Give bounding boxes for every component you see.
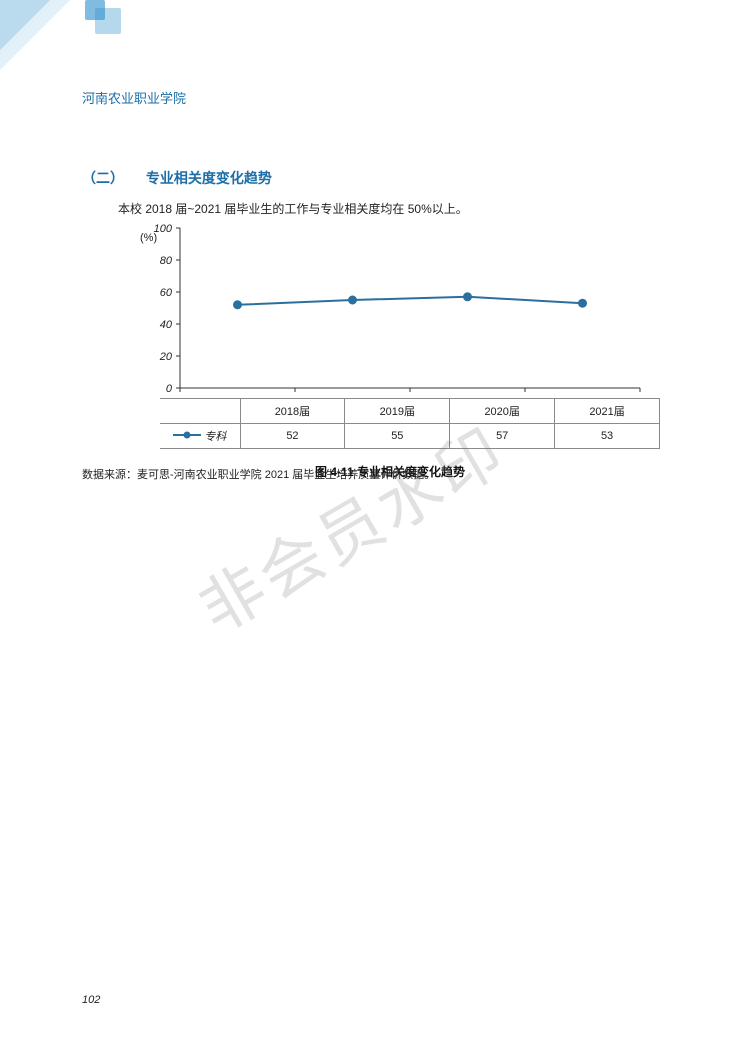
corner-decoration xyxy=(0,0,130,90)
table-data-row: 专科 52 55 57 53 xyxy=(160,424,660,449)
table-cell: 57 xyxy=(450,424,555,449)
intro-text: 本校 2018 届~2021 届毕业生的工作与专业相关度均在 50%以上。 xyxy=(118,200,468,217)
institution-name: 河南农业职业学院 xyxy=(82,88,186,107)
svg-text:60: 60 xyxy=(160,287,173,299)
table-cell: 55 xyxy=(345,424,450,449)
table-header-cell: 2019届 xyxy=(345,399,450,424)
line-chart: 020406080100 xyxy=(120,218,660,398)
legend-marker-icon xyxy=(173,430,201,440)
series-legend-cell: 专科 xyxy=(160,424,240,449)
data-source: 数据来源：麦可思-河南农业职业学院 2021 届毕业生培养质量评价数据。 xyxy=(82,466,435,482)
table-corner-cell xyxy=(160,399,240,424)
page-number: 102 xyxy=(82,994,100,1006)
section-title: 专业相关度变化趋势 xyxy=(146,170,272,186)
y-unit-label: (%) xyxy=(140,232,157,244)
svg-text:20: 20 xyxy=(159,351,173,363)
table-cell: 52 xyxy=(240,424,345,449)
table-cell: 53 xyxy=(555,424,660,449)
table-header-row: 2018届 2019届 2020届 2021届 xyxy=(160,399,660,424)
section-heading: （二） 专业相关度变化趋势 xyxy=(82,168,272,188)
svg-text:0: 0 xyxy=(166,383,173,395)
table-header-cell: 2021届 xyxy=(555,399,660,424)
table-header-cell: 2020届 xyxy=(450,399,555,424)
section-number: （二） xyxy=(82,170,124,186)
svg-text:40: 40 xyxy=(160,319,173,331)
chart-data-table: 2018届 2019届 2020届 2021届 专科 52 55 57 53 xyxy=(160,398,660,449)
table-header-cell: 2018届 xyxy=(240,399,345,424)
svg-text:80: 80 xyxy=(160,255,173,267)
series-name: 专科 xyxy=(204,431,226,443)
chart-figure: (%) 020406080100 2018届 2019届 2020届 2021届… xyxy=(120,218,660,480)
